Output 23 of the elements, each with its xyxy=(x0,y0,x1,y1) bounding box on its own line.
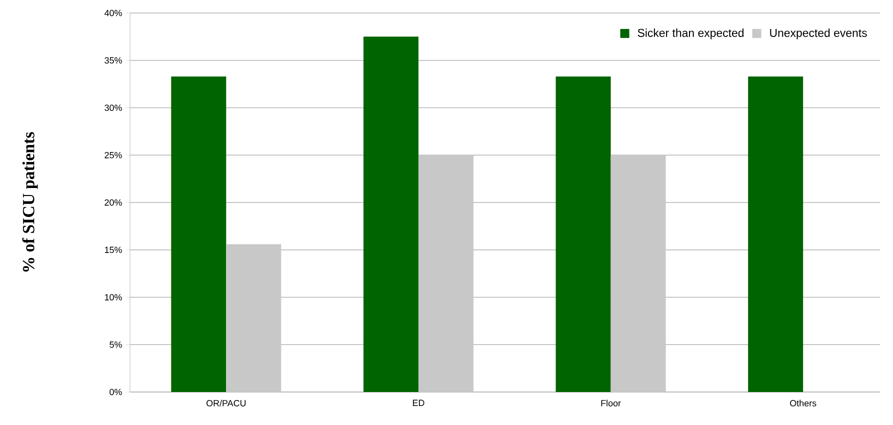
bar xyxy=(556,76,611,392)
bar xyxy=(610,155,666,392)
bar xyxy=(418,155,474,392)
y-tick-label: 10% xyxy=(104,294,122,300)
y-tick-label: 20% xyxy=(104,199,122,206)
y-tick-label: 0% xyxy=(110,388,122,396)
x-tick-label: Others xyxy=(790,400,816,406)
legend-label: Unexpected events xyxy=(770,28,867,40)
bar xyxy=(226,244,282,392)
legend-label: Sicker than expected xyxy=(638,28,744,40)
bar xyxy=(748,76,804,392)
y-tick-label: 5% xyxy=(110,341,122,348)
y-tick-label: 15% xyxy=(104,246,122,254)
y-axis-title: % of SICU patients xyxy=(22,132,38,272)
y-tick-label: 25% xyxy=(104,152,122,158)
x-tick-label: ED xyxy=(412,400,424,406)
x-tick-label: OR/PACU xyxy=(206,400,246,406)
x-tick-label: Floor xyxy=(601,400,621,406)
y-tick-label: 30% xyxy=(104,104,122,111)
bar xyxy=(363,36,418,392)
bar xyxy=(171,76,226,392)
y-tick-label: 40% xyxy=(104,10,122,16)
y-tick-label: 35% xyxy=(104,57,122,64)
